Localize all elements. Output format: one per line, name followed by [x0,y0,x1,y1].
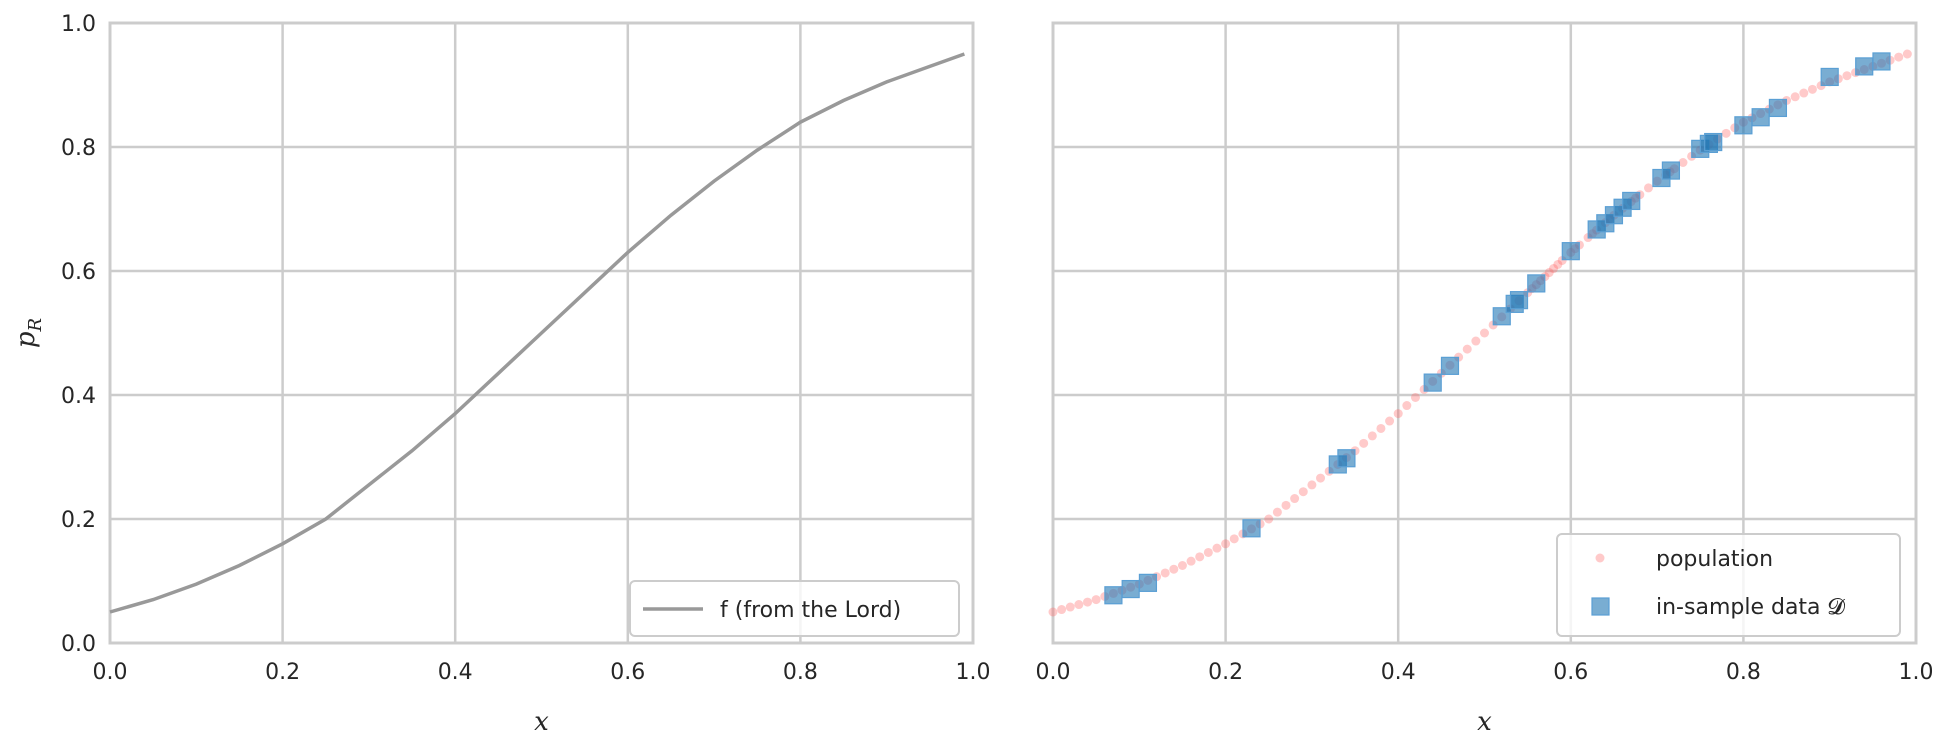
population-point [1643,183,1653,193]
sample-point [1855,57,1874,76]
y-tick-label: 0.6 [61,260,96,285]
legend-label-sample: in-sample data 𝓓 [1656,595,1846,620]
population-point [1790,92,1800,102]
population-point [1221,539,1231,549]
population-point [1186,556,1196,566]
population-point [1553,259,1563,269]
population-point [1462,344,1472,354]
population-point [1272,507,1282,517]
population-point [1842,71,1852,81]
y-tick-label: 0.8 [61,136,96,161]
population-point [1264,514,1274,524]
x-tick-label: 0.2 [265,660,300,685]
legend-square-icon [1591,597,1610,616]
population-point [1203,547,1213,557]
sample-point [1138,573,1158,592]
sample-point [1509,291,1529,310]
panel-left: 0.0 0.2 0.4 0.6 0.8 1.00.00.20.40.60.81.0xpRf… [11,12,991,737]
axes-frame [108,21,975,645]
population-point [1316,473,1326,483]
population-point [1169,564,1179,574]
x-tick-label: 0.0 [93,660,128,685]
axes-frame [1051,21,1918,645]
population-point [1048,607,1058,617]
population-point [1307,480,1317,490]
sample-point [1527,274,1546,293]
sample-point [1121,579,1140,599]
population-point [1544,268,1554,278]
sample-point [1820,67,1839,87]
population-point [1367,431,1377,441]
sample-point [1751,108,1770,127]
population-point [1074,600,1084,610]
series-line-f [109,52,965,614]
sample-point [1561,242,1580,261]
sample-point [1622,191,1641,211]
population-point [1376,423,1386,433]
population-point [1402,401,1412,411]
sample-point [1704,132,1723,152]
population-point [1229,534,1239,544]
x-tick-label: 0.8 [1726,660,1761,685]
sample-point [1768,98,1788,118]
population-point [1195,552,1205,562]
x-tick-label: 1.0 [1899,660,1934,685]
x-tick-label: 1.0 [956,660,991,685]
population-point [1385,416,1395,426]
sample-point [1104,586,1123,605]
population-point [1799,88,1809,98]
x-tick-label: 0.8 [783,660,818,685]
population-point [1212,543,1222,553]
population-point [1807,84,1817,94]
legend-box [629,580,960,637]
population-point [1471,336,1481,346]
legend-box [1556,533,1901,637]
population-point [1281,500,1291,510]
population-point [1393,409,1403,419]
population-point [1057,605,1067,615]
x-tick-label: 0.4 [438,660,473,685]
x-tick-label: 0.6 [1553,660,1588,685]
x-axis-label: x [1477,707,1492,737]
panel-right: 0.0 0.2 0.4 0.6 0.8 1.0 x population in-sample d… [1036,21,1934,737]
sample-point [1440,356,1460,375]
sample-point [1661,161,1681,180]
population-point [1065,602,1075,612]
population-point [1091,595,1101,605]
y-tick-label: 0.4 [61,384,96,409]
population-point [1083,597,1093,607]
population-point [1359,438,1369,448]
population-point [1160,568,1170,578]
population-point [1290,494,1300,504]
legend-label-population: population [1656,547,1773,572]
x-tick-label: 0.6 [610,660,645,685]
population-point [1480,328,1489,338]
x-tick-label: 0.4 [1381,660,1416,685]
y-tick-label: 0.0 [61,632,96,657]
population-point [1410,392,1420,402]
x-tick-label: 0.0 [1036,660,1071,685]
y-axis-label-subscript: R [25,318,46,333]
sample-point [1242,519,1261,538]
x-axis-label: x [534,707,549,737]
sample-point [1734,116,1753,135]
x-tick-label: 0.2 [1208,660,1243,685]
legend-label-f: f (from the Lord) [720,598,901,623]
population-point [1298,487,1308,497]
sample-point [1423,373,1442,392]
y-tick-label: 0.2 [61,508,96,533]
y-axis-label-main: p [11,331,41,348]
population-point [1549,264,1559,274]
sample-point [1872,52,1891,71]
y-axis-label: pR [11,318,46,348]
legend-circle-icon [1595,553,1605,563]
population-point [1177,561,1187,570]
population-point [1678,158,1688,167]
y-tick-label: 1.0 [61,12,96,37]
sample-point [1337,449,1356,468]
population-point [1721,128,1731,138]
population-point [1894,52,1904,62]
population-point [1902,49,1912,59]
